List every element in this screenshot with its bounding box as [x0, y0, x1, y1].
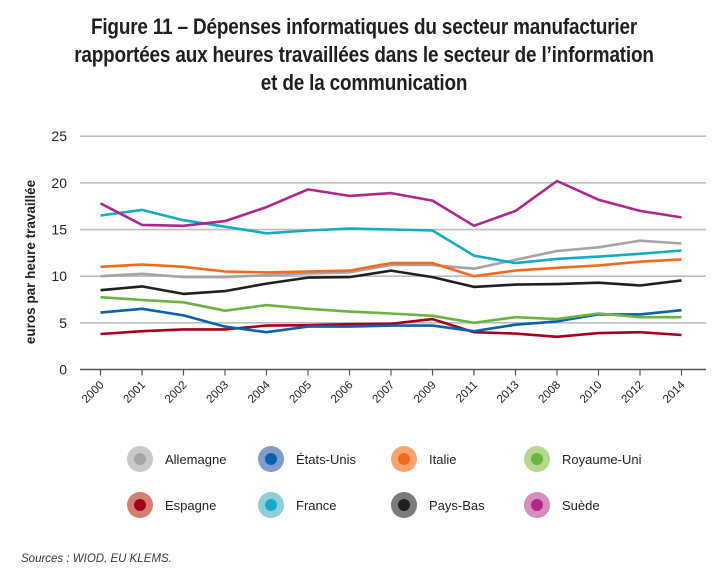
y-tick-label: 15: [51, 222, 67, 238]
series-lines: [99, 179, 682, 339]
legend-item: Italie: [391, 446, 456, 472]
legend-label: Pays-Bas: [429, 498, 485, 513]
chart-title-line-2: rapportées aux heures travaillées dans l…: [74, 42, 654, 67]
chart-title-line-1: Figure 11 – Dépenses informatiques du se…: [90, 14, 638, 39]
series-line-allemagne: [100, 239, 682, 279]
series-line-espagne: [100, 317, 682, 339]
legend-item: Espagne: [127, 492, 216, 518]
legend-item: Suède: [524, 492, 600, 518]
legend-marker-icon: [265, 499, 277, 511]
y-tick-label: 5: [59, 315, 67, 331]
legend-marker-icon: [134, 453, 146, 465]
legend: Allemagne États-Unis Italie Royaume-Uni Espa…: [127, 446, 642, 518]
chart-title: Figure 11 – Dépenses informatiques du se…: [51, 13, 677, 97]
series-line-royaume-uni: [100, 295, 682, 325]
x-tick-label: 2009: [412, 379, 439, 406]
x-axis: 2000 2001 2002 2003 2004 2005 2006 2007 2009 2011…: [80, 368, 706, 406]
y-tick-label: 0: [59, 362, 67, 378]
legend-item: Pays-Bas: [391, 492, 485, 518]
legend-marker-icon: [398, 453, 410, 465]
x-tick-label: 2013: [495, 379, 522, 406]
legend-label: Espagne: [165, 498, 216, 513]
x-tick-label: 2003: [205, 379, 232, 406]
legend-label: États-Unis: [296, 452, 356, 467]
y-tick-label: 25: [51, 128, 67, 144]
x-tick-label: 2004: [246, 379, 273, 406]
legend-label: Royaume-Uni: [562, 452, 642, 467]
series-line-italie: [100, 258, 682, 278]
legend-marker-icon: [134, 499, 146, 511]
y-axis-title: euros par heure travaillée: [23, 179, 38, 344]
series-line-france: [100, 208, 682, 265]
legend-marker-icon: [265, 453, 277, 465]
legend-marker-icon: [531, 453, 543, 465]
series-line-su-de: [99, 179, 682, 228]
legend-label: Italie: [429, 452, 456, 467]
x-tick-label: 2011: [454, 379, 480, 405]
x-tick-label: 2014: [661, 379, 688, 406]
legend-item: États-Unis: [258, 446, 356, 472]
legend-item: Royaume-Uni: [524, 446, 642, 472]
x-tick-label: 2007: [371, 379, 398, 406]
x-tick-label: 2001: [122, 379, 149, 406]
x-tick-label: 2000: [80, 379, 107, 406]
y-tick-label: 10: [51, 268, 67, 284]
y-axis-ticks: 0 5 10 15 20 25: [51, 128, 67, 377]
chart-title-line-3: et de la communication: [260, 70, 468, 95]
legend-marker-icon: [531, 499, 543, 511]
legend-item: Allemagne: [127, 446, 226, 472]
x-tick-label: 2008: [537, 379, 564, 406]
x-tick-label: 2005: [288, 379, 315, 406]
series-line-tats-unis: [100, 307, 682, 334]
legend-item: France: [258, 492, 336, 518]
legend-label: Allemagne: [165, 452, 226, 467]
legend-marker-icon: [398, 499, 410, 511]
x-tick-label: 2006: [329, 379, 356, 406]
x-tick-label: 2010: [578, 379, 605, 406]
series-line-pays-bas: [100, 269, 682, 296]
source-note: Sources : WIOD, EU KLEMS.: [21, 553, 172, 565]
x-tick-label: 2002: [163, 379, 190, 406]
legend-label: Suède: [562, 498, 600, 513]
x-tick-label: 2012: [620, 379, 647, 406]
legend-label: France: [296, 498, 336, 513]
y-tick-label: 20: [51, 175, 67, 191]
